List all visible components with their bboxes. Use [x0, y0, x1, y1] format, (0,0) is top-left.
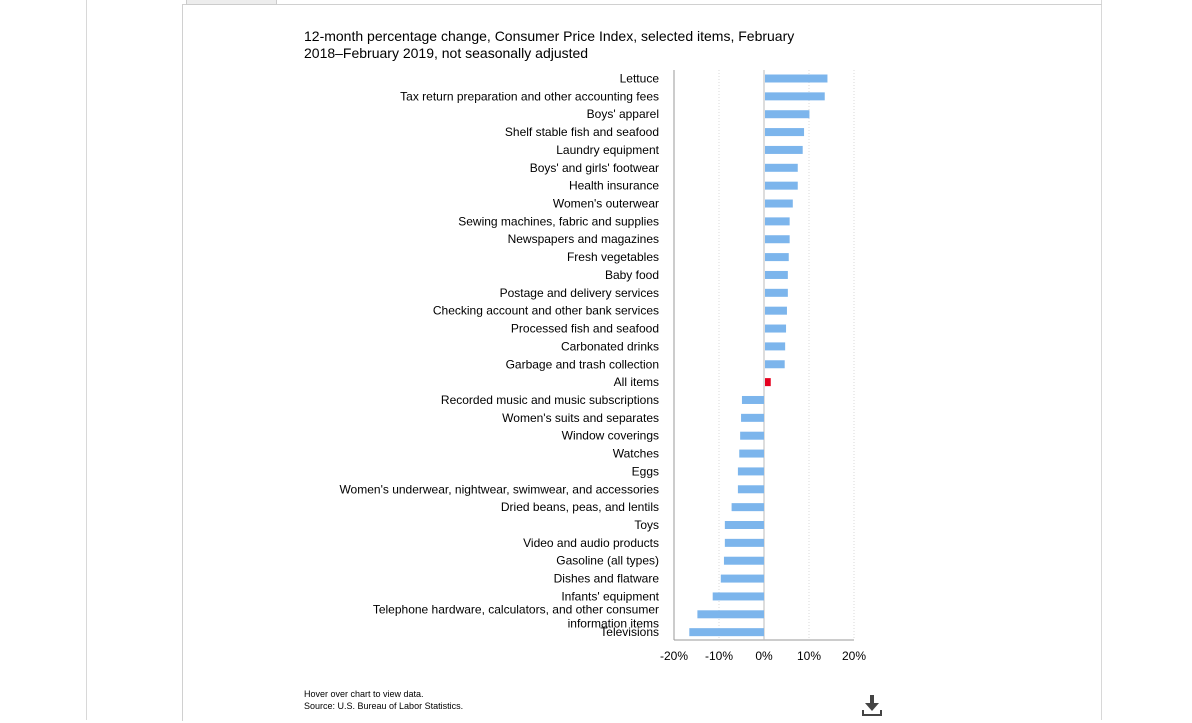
category-label: Women's suits and separates: [502, 411, 659, 425]
category-label: Processed fish and seafood: [511, 322, 659, 336]
category-label: Checking account and other bank services: [433, 304, 659, 318]
x-tick-label: 20%: [842, 649, 866, 663]
download-button[interactable]: [860, 694, 884, 718]
bar[interactable]: [737, 467, 764, 476]
bar[interactable]: [741, 395, 764, 404]
bar[interactable]: [724, 538, 764, 547]
category-label: Eggs: [632, 464, 659, 478]
x-tick-label: 0%: [755, 649, 773, 663]
category-label: Women's underwear, nightwear, swimwear, …: [339, 482, 659, 496]
category-label: Boys' apparel: [587, 107, 659, 121]
tab-stub[interactable]: [186, 0, 277, 5]
hover-note: Hover over chart to view data.: [304, 689, 424, 699]
bar[interactable]: [765, 378, 771, 387]
bar[interactable]: [724, 521, 764, 529]
bar[interactable]: [740, 431, 764, 440]
bar[interactable]: [765, 74, 828, 83]
bar[interactable]: [765, 342, 786, 351]
bar[interactable]: [741, 413, 764, 422]
bar[interactable]: [737, 485, 764, 494]
bar[interactable]: [765, 92, 825, 101]
download-icon: [862, 695, 882, 716]
bar[interactable]: [765, 235, 790, 244]
category-label: Video and audio products: [523, 536, 659, 550]
bar[interactable]: [765, 288, 788, 297]
category-label: Sewing machines, fabric and supplies: [458, 214, 659, 228]
bar[interactable]: [697, 610, 764, 619]
bar[interactable]: [723, 556, 764, 565]
x-tick-label: 10%: [797, 649, 821, 663]
category-label: Watches: [613, 447, 659, 461]
bar[interactable]: [765, 145, 803, 154]
bar[interactable]: [765, 253, 789, 262]
x-tick-label: -20%: [660, 649, 688, 663]
category-label: Shelf stable fish and seafood: [505, 125, 659, 139]
category-label: Garbage and trash collection: [506, 357, 659, 371]
bar[interactable]: [739, 449, 764, 458]
page-border-left: [86, 0, 87, 720]
category-label: Toys: [634, 518, 659, 532]
source-note: Source: U.S. Bureau of Labor Statistics.: [304, 701, 464, 711]
category-label: Telephone hardware, calculators, and oth…: [373, 602, 659, 630]
category-label: Newspapers and magazines: [508, 232, 659, 246]
category-label: Infants' equipment: [561, 589, 659, 603]
category-label: Dishes and flatware: [554, 572, 660, 586]
bar[interactable]: [765, 270, 788, 279]
bar[interactable]: [765, 181, 798, 190]
category-label: Baby food: [605, 268, 659, 282]
bar[interactable]: [689, 628, 764, 637]
bar[interactable]: [765, 324, 787, 333]
bar[interactable]: [765, 163, 798, 172]
category-label: Laundry equipment: [556, 143, 659, 157]
bar[interactable]: [765, 217, 790, 226]
bar[interactable]: [765, 128, 805, 137]
bar[interactable]: [712, 592, 764, 601]
category-label: Health insurance: [569, 179, 659, 193]
category-label: All items: [614, 375, 659, 389]
category-label: Televisions: [600, 625, 659, 639]
chart-title: 12-month percentage change, Consumer Pri…: [304, 28, 795, 61]
category-label: Lettuce: [620, 72, 660, 86]
category-label: Carbonated drinks: [561, 339, 659, 353]
bar[interactable]: [765, 360, 785, 369]
bar[interactable]: [731, 503, 764, 512]
page-border-right: [1101, 0, 1102, 720]
bar[interactable]: [765, 199, 793, 208]
category-label: Window coverings: [562, 429, 659, 443]
category-label: Women's outerwear: [553, 197, 659, 211]
chart-panel: [182, 4, 1102, 721]
bar[interactable]: [765, 110, 810, 119]
category-label: Tax return preparation and other account…: [400, 89, 659, 103]
bar[interactable]: [765, 306, 787, 315]
category-label: Boys' and girls' footwear: [530, 161, 659, 175]
category-label: Recorded music and music subscriptions: [441, 393, 659, 407]
bar[interactable]: [720, 574, 764, 583]
category-label: Dried beans, peas, and lentils: [501, 500, 659, 514]
category-label: Fresh vegetables: [567, 250, 659, 264]
x-tick-label: -10%: [705, 649, 733, 663]
category-label: Gasoline (all types): [556, 554, 659, 568]
category-label: Postage and delivery services: [500, 286, 659, 300]
